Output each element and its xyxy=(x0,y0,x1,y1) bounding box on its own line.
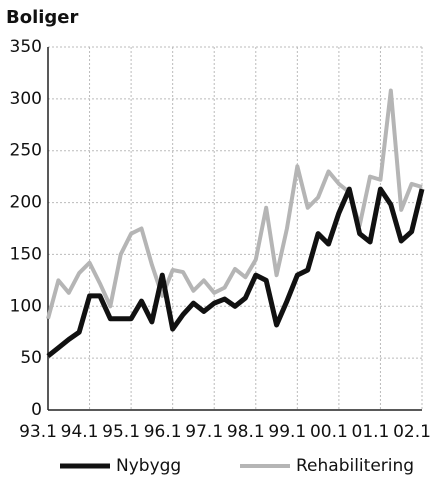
line-series xyxy=(46,88,423,320)
x-tick-label: 01.1 xyxy=(352,422,390,442)
y-tick-label: 150 xyxy=(10,244,42,264)
legend-label: Nybygg xyxy=(116,456,181,476)
x-tick-label: 00.1 xyxy=(310,422,348,442)
y-tick-label: 200 xyxy=(10,193,42,213)
x-tick-label: 02.1 xyxy=(393,422,431,442)
y-tick-label: 100 xyxy=(10,296,42,316)
y-tick-label: 50 xyxy=(20,348,42,368)
line-series xyxy=(46,186,425,359)
x-tick-label: 96.1 xyxy=(144,422,182,442)
y-tick-label: 250 xyxy=(10,141,42,161)
chart-title: Boliger xyxy=(6,7,79,28)
x-tick-label: 97.1 xyxy=(185,422,223,442)
x-tick-label: 93.1 xyxy=(19,422,57,442)
legend-label: Rehabilitering xyxy=(296,456,414,476)
x-tick-label: 95.1 xyxy=(102,422,140,442)
y-tick-label: 350 xyxy=(10,37,42,57)
y-tick-label: 300 xyxy=(10,89,42,109)
y-tick-label: 0 xyxy=(31,400,42,420)
x-tick-label: 99.1 xyxy=(268,422,306,442)
x-tick-label: 94.1 xyxy=(61,422,99,442)
x-tick-label: 98.1 xyxy=(227,422,265,442)
